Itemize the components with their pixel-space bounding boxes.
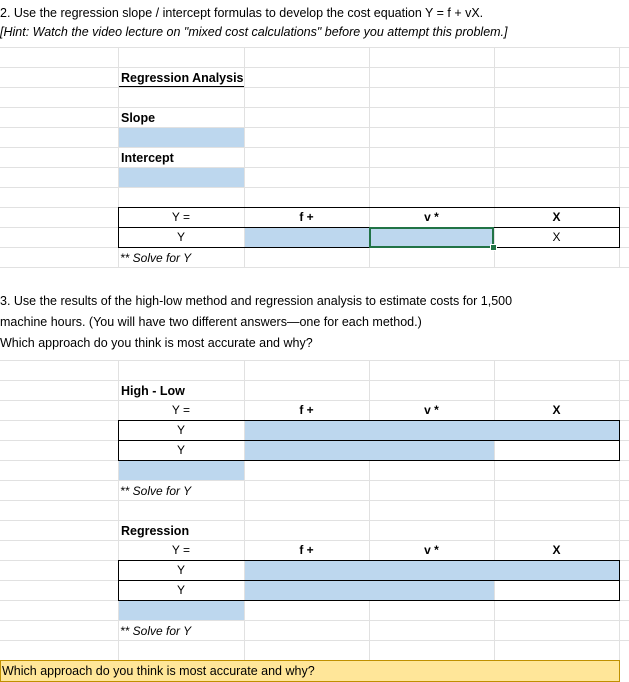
- grid-row-line: [0, 67, 629, 68]
- y-equals-label: Y =: [171, 543, 191, 557]
- v-input-cell-selected[interactable]: [369, 227, 494, 248]
- high-low-input-row1[interactable]: [245, 421, 619, 440]
- table-border-mid: [118, 440, 620, 441]
- heading-underline: [119, 86, 244, 87]
- solve-for-y-note: ** Solve for Y: [120, 484, 192, 498]
- solve-for-y-note: ** Solve for Y: [120, 624, 192, 638]
- high-low-answer-cell[interactable]: [119, 461, 244, 480]
- x-header-label: X: [552, 210, 561, 224]
- grid-row-line: [0, 167, 629, 168]
- grid-row-line: [0, 500, 629, 501]
- grid-row-line: [0, 187, 629, 188]
- table-border-right: [619, 560, 620, 601]
- y-row-label: Y: [176, 230, 185, 244]
- q2-text-area: [0, 0, 629, 47]
- grid-row-line: [0, 540, 629, 541]
- high-low-heading: High - Low: [121, 384, 185, 398]
- v-star-label: v *: [424, 403, 439, 417]
- table-border-right: [619, 420, 620, 461]
- grid-row-line: [0, 107, 629, 108]
- high-low-input-row2[interactable]: [245, 441, 494, 460]
- q3-instruction-line1: 3. Use the results of the high-low metho…: [0, 294, 513, 308]
- table-border-mid: [118, 580, 620, 581]
- q2-instruction: 2. Use the regression slope / intercept …: [0, 6, 484, 20]
- grid-row-line: [0, 620, 629, 621]
- grid-row-line: [0, 127, 629, 128]
- y-equals-label: Y =: [171, 403, 191, 417]
- q3-text-area: [0, 268, 629, 360]
- final-question-text: Which approach do you think is most accu…: [2, 664, 315, 678]
- grid-row-line: [0, 47, 629, 48]
- x-header-label: X: [552, 403, 561, 417]
- grid-row-line: [0, 360, 629, 361]
- slope-label: Slope: [121, 111, 156, 125]
- regression-answer-cell[interactable]: [119, 601, 244, 620]
- table-border-bottom: [118, 460, 620, 461]
- grid-row-line: [0, 520, 629, 521]
- grid-row-line: [0, 480, 629, 481]
- x-row-label: X: [552, 230, 561, 244]
- grid-row-line: [0, 147, 629, 148]
- table-border-top: [118, 560, 620, 561]
- grid-row-line: [0, 640, 629, 641]
- final-answer-cell[interactable]: Which approach do you think is most accu…: [0, 660, 620, 682]
- table-border-right: [619, 207, 620, 248]
- table-border-bottom: [118, 600, 620, 601]
- q3-instruction-line2: machine hours. (You will have two differ…: [0, 315, 422, 329]
- slope-input-cell[interactable]: [119, 128, 244, 147]
- grid-row-line: [0, 87, 629, 88]
- table-border-left: [118, 560, 119, 601]
- regression-input-row2[interactable]: [245, 581, 494, 600]
- regression-analysis-heading: Regression Analysis: [121, 71, 244, 85]
- regression-input-row1[interactable]: [245, 561, 619, 580]
- f-plus-label: f +: [299, 543, 314, 557]
- q2-hint: [Hint: Watch the video lecture on "mixed…: [0, 25, 508, 39]
- table-border-top: [118, 207, 620, 208]
- intercept-label: Intercept: [121, 151, 174, 165]
- grid-row-line: [0, 380, 629, 381]
- y-equals-label: Y =: [171, 210, 191, 224]
- f-plus-label: f +: [299, 210, 314, 224]
- q3-instruction-line3: Which approach do you think is most accu…: [0, 336, 313, 350]
- grid-row-line: [0, 400, 629, 401]
- y-row-label: Y: [176, 443, 185, 457]
- y-row-label: Y: [176, 583, 185, 597]
- solve-for-y-note: ** Solve for Y: [120, 251, 192, 265]
- table-border-left: [118, 420, 119, 461]
- table-border-top: [118, 420, 620, 421]
- v-star-label: v *: [424, 543, 439, 557]
- y-row-label: Y: [176, 563, 185, 577]
- fill-handle[interactable]: [490, 244, 497, 251]
- intercept-input-cell[interactable]: [119, 168, 244, 187]
- x-header-label: X: [552, 543, 561, 557]
- table-border-left: [118, 207, 119, 248]
- f-plus-label: f +: [299, 403, 314, 417]
- v-star-label: v *: [424, 210, 439, 224]
- y-row-label: Y: [176, 423, 185, 437]
- regression-heading: Regression: [121, 524, 190, 538]
- grid-row-line: [0, 267, 629, 268]
- f-input-cell[interactable]: [245, 228, 369, 247]
